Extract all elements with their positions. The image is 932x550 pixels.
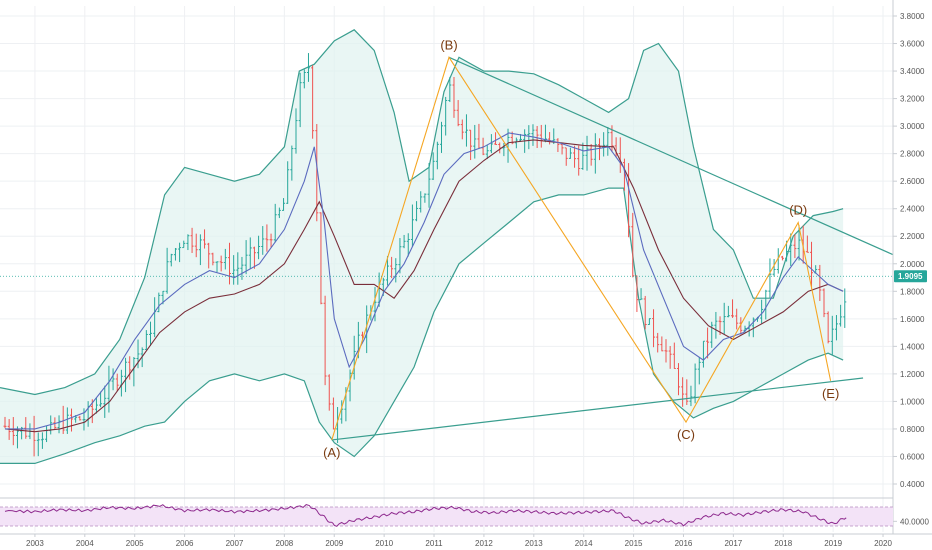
price-tick-label: 1.0000 (900, 397, 925, 406)
price-tick-label: 3.6000 (900, 40, 925, 49)
price-axis-background (893, 0, 932, 534)
time-tick-label: 2010 (375, 539, 393, 548)
price-tick-label: 2.8000 (900, 150, 925, 159)
bollinger-lower-line (0, 187, 844, 464)
time-tick-label: 2020 (874, 539, 892, 548)
price-tick-label: 3.8000 (900, 12, 925, 21)
price-tick-label: 0.4000 (900, 480, 925, 489)
wave-label-e: (E) (822, 386, 839, 401)
price-tick-label: 2.6000 (900, 177, 925, 186)
time-tick-label: 2013 (525, 539, 543, 548)
wave-label-c: (C) (677, 427, 695, 442)
lower-trendline[interactable] (331, 377, 864, 441)
time-tick-label: 2017 (724, 539, 742, 548)
time-tick-label: 2012 (475, 539, 493, 548)
time-tick-label: 2004 (76, 539, 94, 548)
price-tick-label: 3.2000 (900, 95, 925, 104)
price-tick-label: 3.4000 (900, 67, 925, 76)
price-tick-label: 0.6000 (900, 452, 925, 461)
time-tick-label: 2016 (675, 539, 693, 548)
price-tick-label: 2.0000 (900, 260, 925, 269)
time-tick-label: 2009 (325, 539, 343, 548)
wave-label-a: (A) (323, 445, 340, 460)
time-tick-label: 2014 (575, 539, 593, 548)
wave-label-b: (B) (440, 37, 457, 52)
current-price-tag: 1.9095 (894, 270, 927, 283)
current-price-tag-background (894, 270, 927, 283)
rsi-level-label: 40.0000 (900, 517, 929, 526)
bollinger-upper-line (0, 29, 844, 396)
price-tick-label: 0.8000 (900, 425, 925, 434)
upper-trendline[interactable] (448, 56, 899, 258)
time-tick-label: 2015 (625, 539, 643, 548)
rsi-line (4, 504, 847, 527)
time-tick-label: 2003 (26, 539, 44, 548)
price-tick-label: 1.4000 (900, 342, 925, 351)
ma-long-line (4, 139, 844, 433)
price-tick-label: 2.4000 (900, 205, 925, 214)
price-tick-label: 1.2000 (900, 370, 925, 379)
time-tick-label: 2019 (824, 539, 842, 548)
time-tick-label: 2006 (176, 539, 194, 548)
price-tick-label: 1.6000 (900, 315, 925, 324)
ma-short-line (5, 132, 844, 430)
rsi-pane[interactable]: 40.0000 (0, 497, 929, 527)
price-tick-label: 2.2000 (900, 232, 925, 241)
time-tick-label: 2018 (774, 539, 792, 548)
wave-line (331, 56, 832, 441)
time-tick-label: 2008 (275, 539, 293, 548)
price-bars (3, 53, 847, 457)
time-axis[interactable]: 2003 2004 2005 2006 2007 2008 2009 2010 2011 2012… (0, 533, 932, 548)
wave-pattern: (A) (B) (C) (D) (E) (323, 37, 839, 460)
rsi-band-fill (0, 507, 893, 526)
current-price-label: 1.9095 (898, 272, 923, 281)
time-tick-label: 2011 (425, 539, 443, 548)
time-tick-label: 2005 (126, 539, 144, 548)
time-tick-label: 2007 (226, 539, 244, 548)
wave-label-d: (D) (789, 202, 807, 217)
price-tick-label: 3.0000 (900, 122, 925, 131)
price-tick-label: 1.8000 (900, 287, 925, 296)
price-axis[interactable]: 3.8000 3.6000 3.4000 3.2000 3.0000 2.8000 2.60… (892, 0, 932, 534)
